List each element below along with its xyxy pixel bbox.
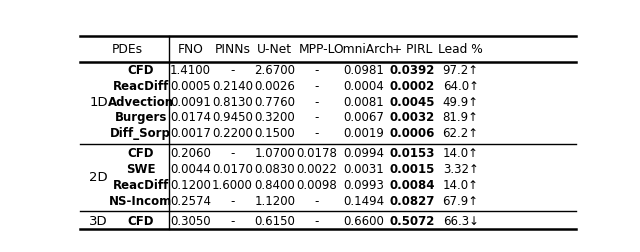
Text: FNO: FNO	[177, 43, 204, 56]
Text: Advection: Advection	[108, 96, 174, 109]
Text: 0.8400: 0.8400	[254, 179, 295, 192]
Text: 0.3200: 0.3200	[254, 111, 295, 124]
Text: 0.0081: 0.0081	[344, 96, 385, 109]
Text: 0.2140: 0.2140	[212, 80, 253, 93]
Text: 0.0022: 0.0022	[296, 163, 337, 176]
Text: MPP-L: MPP-L	[299, 43, 335, 56]
Text: + PIRL: + PIRL	[392, 43, 433, 56]
Text: 0.0067: 0.0067	[344, 111, 385, 124]
Text: 0.0170: 0.0170	[212, 163, 253, 176]
Text: 14.0↑: 14.0↑	[443, 147, 479, 160]
Text: 0.0994: 0.0994	[344, 147, 385, 160]
Text: 1.0700: 1.0700	[254, 147, 295, 160]
Text: -: -	[315, 80, 319, 93]
Text: 0.1494: 0.1494	[344, 195, 385, 208]
Text: Diff_Sorp: Diff_Sorp	[110, 127, 171, 140]
Text: 0.6600: 0.6600	[344, 215, 385, 228]
Text: -: -	[230, 147, 235, 160]
Text: 67.9↑: 67.9↑	[443, 195, 479, 208]
Text: 0.0006: 0.0006	[390, 127, 435, 140]
Text: 0.8130: 0.8130	[212, 96, 253, 109]
Text: 0.0017: 0.0017	[170, 127, 211, 140]
Text: 0.0015: 0.0015	[390, 163, 435, 176]
Text: 0.0098: 0.0098	[296, 179, 337, 192]
Text: 0.1500: 0.1500	[254, 127, 295, 140]
Text: 3D: 3D	[90, 215, 108, 228]
Text: 0.0045: 0.0045	[390, 96, 435, 109]
Text: 0.0830: 0.0830	[254, 163, 295, 176]
Text: 0.2574: 0.2574	[170, 195, 211, 208]
Text: 1.1200: 1.1200	[254, 195, 295, 208]
Text: 0.0174: 0.0174	[170, 111, 211, 124]
Text: -: -	[315, 195, 319, 208]
Text: -: -	[230, 195, 235, 208]
Text: NS-Incom: NS-Incom	[109, 195, 172, 208]
Text: PDEs: PDEs	[111, 43, 143, 56]
Text: 1.4100: 1.4100	[170, 64, 211, 77]
Text: 0.0392: 0.0392	[390, 64, 435, 77]
Text: 0.5072: 0.5072	[390, 215, 435, 228]
Text: 64.0↑: 64.0↑	[443, 80, 479, 93]
Text: 0.9450: 0.9450	[212, 111, 253, 124]
Text: 0.7760: 0.7760	[254, 96, 295, 109]
Text: 0.0178: 0.0178	[296, 147, 337, 160]
Text: 0.0044: 0.0044	[170, 163, 211, 176]
Text: 66.3↓: 66.3↓	[443, 215, 479, 228]
Text: -: -	[315, 111, 319, 124]
Text: ReacDiff: ReacDiff	[113, 80, 169, 93]
Text: 1.6000: 1.6000	[212, 179, 253, 192]
Text: 0.0004: 0.0004	[344, 80, 385, 93]
Text: 2D: 2D	[90, 171, 108, 184]
Text: -: -	[315, 215, 319, 228]
Text: 0.0019: 0.0019	[344, 127, 385, 140]
Text: 62.2↑: 62.2↑	[443, 127, 479, 140]
Text: 0.2060: 0.2060	[170, 147, 211, 160]
Text: 0.2200: 0.2200	[212, 127, 253, 140]
Text: -: -	[230, 215, 235, 228]
Text: 0.0993: 0.0993	[344, 179, 385, 192]
Text: -: -	[315, 127, 319, 140]
Text: OmniArch: OmniArch	[333, 43, 394, 56]
Text: 2.6700: 2.6700	[254, 64, 295, 77]
Text: -: -	[230, 64, 235, 77]
Text: 97.2↑: 97.2↑	[443, 64, 479, 77]
Text: 0.0032: 0.0032	[390, 111, 435, 124]
Text: 14.0↑: 14.0↑	[443, 179, 479, 192]
Text: CFD: CFD	[127, 64, 154, 77]
Text: Burgers: Burgers	[115, 111, 167, 124]
Text: ReacDiff: ReacDiff	[113, 179, 169, 192]
Text: 0.0002: 0.0002	[390, 80, 435, 93]
Text: -: -	[315, 64, 319, 77]
Text: 1D: 1D	[90, 96, 108, 109]
Text: 0.0981: 0.0981	[344, 64, 385, 77]
Text: PINNs: PINNs	[214, 43, 250, 56]
Text: CFD: CFD	[127, 147, 154, 160]
Text: SWE: SWE	[126, 163, 156, 176]
Text: 0.0084: 0.0084	[390, 179, 435, 192]
Text: Lead %: Lead %	[438, 43, 483, 56]
Text: 0.0827: 0.0827	[390, 195, 435, 208]
Text: U-Net: U-Net	[257, 43, 292, 56]
Text: CFD: CFD	[127, 215, 154, 228]
Text: 49.9↑: 49.9↑	[443, 96, 479, 109]
Text: -: -	[315, 96, 319, 109]
Text: 0.6150: 0.6150	[254, 215, 295, 228]
Text: 3.32↑: 3.32↑	[443, 163, 479, 176]
Text: 0.1200: 0.1200	[170, 179, 211, 192]
Text: 0.0153: 0.0153	[390, 147, 435, 160]
Text: 0.0091: 0.0091	[170, 96, 211, 109]
Text: 0.0031: 0.0031	[344, 163, 385, 176]
Text: 81.9↑: 81.9↑	[443, 111, 479, 124]
Text: 0.0005: 0.0005	[170, 80, 211, 93]
Text: 0.3050: 0.3050	[170, 215, 211, 228]
Text: 0.0026: 0.0026	[254, 80, 295, 93]
